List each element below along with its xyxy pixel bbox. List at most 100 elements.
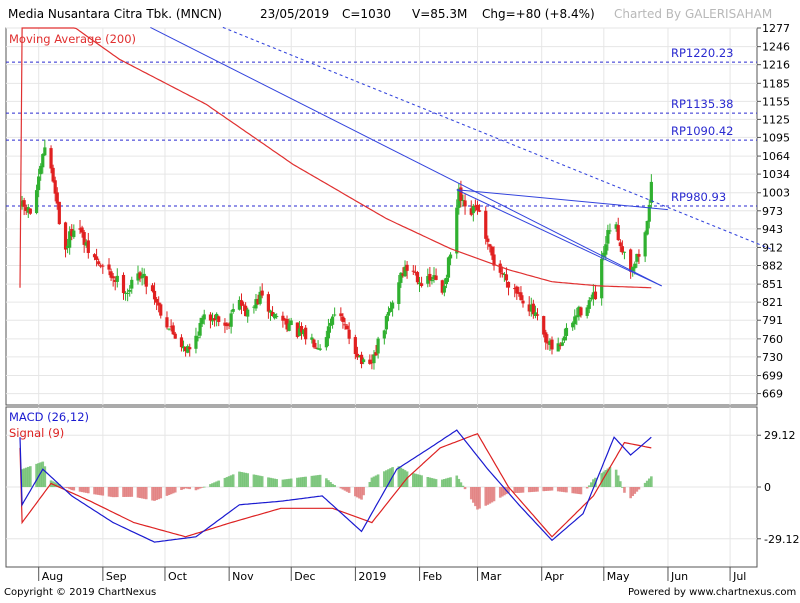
macd-histogram-bar [633, 487, 637, 494]
candle-body [66, 245, 70, 249]
candle-body [34, 190, 39, 214]
month-tick-label: Dec [294, 570, 315, 583]
macd-histogram-bar [455, 475, 459, 487]
macd-histogram-bar [592, 479, 595, 487]
macd-histogram-bar [84, 487, 88, 493]
macd-histogram-bar [97, 487, 100, 495]
macd-histogram-bar [397, 466, 401, 487]
macd-histogram-bar [271, 478, 274, 487]
macd-histogram-bar [488, 487, 492, 504]
macd-histogram-bar [223, 477, 227, 487]
candle-body [357, 355, 362, 358]
powered-by-text: Powered by www.chartnexus.com [628, 587, 797, 598]
change-label: Chg=+80 (+8.4%) [482, 7, 595, 21]
candle-body [256, 298, 260, 305]
macd-histogram-bar [194, 487, 198, 491]
macd-histogram-bar [200, 487, 204, 488]
macd-histogram-bar [153, 487, 156, 501]
candle-body [115, 275, 119, 282]
macd-histogram-bar [414, 473, 417, 487]
candle-body [602, 252, 606, 258]
candle-body [97, 261, 101, 265]
macd-histogram-bar [258, 475, 262, 487]
macd-histogram-bar [401, 468, 405, 487]
macd-histogram-bar [645, 480, 649, 487]
candle-body [339, 313, 343, 317]
candle-body [550, 339, 554, 350]
price-tick-label: 760 [762, 333, 783, 346]
candle-body [384, 316, 388, 330]
candle-body [382, 330, 386, 339]
candle-body [388, 308, 393, 312]
macd-histogram-bar [111, 487, 115, 498]
volume-label: V=85.3M [412, 7, 468, 21]
macd-histogram-bar [37, 463, 40, 487]
macd-histogram-bar [225, 477, 229, 487]
candle-body [629, 249, 633, 272]
macd-histogram-bar [273, 478, 276, 487]
macd-histogram-bar [283, 479, 287, 487]
candle-body [138, 272, 142, 279]
candle-body [341, 316, 345, 322]
macd-histogram-bar [217, 480, 221, 487]
macd-histogram-bar [459, 482, 463, 487]
macd-histogram-bar [565, 487, 568, 493]
macd-histogram-bar [608, 466, 612, 487]
macd-histogram-bar [546, 487, 550, 491]
candle-body [184, 346, 188, 352]
macd-histogram-bar [356, 487, 359, 498]
macd-histogram-bar [412, 473, 415, 487]
macd-histogram-bar [58, 484, 61, 487]
candle-body [181, 346, 186, 349]
month-tick-label: Feb [423, 570, 442, 583]
price-tick-label: 699 [762, 370, 783, 383]
macd-histogram-bar [635, 487, 639, 492]
macd-histogram-bar [650, 476, 653, 487]
macd-histogram-bar [416, 474, 419, 487]
candle-body [318, 348, 322, 350]
macd-histogram-bar [215, 481, 218, 487]
candle-body [587, 300, 591, 309]
candle-body [92, 254, 97, 258]
macd-histogram-bar [558, 487, 562, 492]
macd-histogram-bar [310, 475, 314, 487]
candle-body [171, 325, 175, 335]
macd-histogram-bar [376, 474, 380, 487]
macd-histogram-bar [252, 474, 256, 487]
macd-histogram-bar [354, 487, 357, 497]
macd-histogram-bar [144, 487, 148, 500]
macd-histogram-bar [616, 475, 620, 487]
candle-body [347, 329, 351, 339]
candle-body [150, 285, 155, 292]
macd-histogram-bar [281, 479, 285, 487]
candle-body [225, 323, 229, 327]
candle-body [463, 200, 467, 207]
macd-histogram-bar [327, 480, 330, 487]
candle-body [231, 309, 235, 312]
candle-body [22, 200, 26, 207]
month-tick-label: Jun [670, 570, 688, 583]
candle-body [430, 280, 434, 282]
macd-histogram-bar [66, 487, 69, 489]
candle-body [198, 322, 202, 336]
macd-histogram-bar [173, 487, 177, 493]
candle-body [635, 253, 639, 262]
macd-histogram-bar [604, 470, 608, 487]
macd-histogram-bar [544, 487, 548, 491]
candle-body [513, 288, 517, 290]
candle-body [461, 200, 465, 202]
macd-histogram-bar [403, 470, 407, 487]
candle-body [285, 319, 289, 330]
candle-body [37, 176, 41, 191]
macd-histogram-bar [360, 487, 363, 500]
macd-histogram-bar [296, 477, 299, 487]
candle-body [314, 347, 318, 349]
macd-histogram-bar [550, 487, 554, 491]
macd-histogram-bar [254, 474, 258, 487]
candle-body [593, 291, 598, 300]
macd-histogram-bar [136, 487, 140, 498]
macd-histogram-bar [213, 482, 216, 487]
candle-body [405, 264, 409, 271]
candle-body [490, 246, 494, 256]
candle-body [179, 337, 184, 348]
